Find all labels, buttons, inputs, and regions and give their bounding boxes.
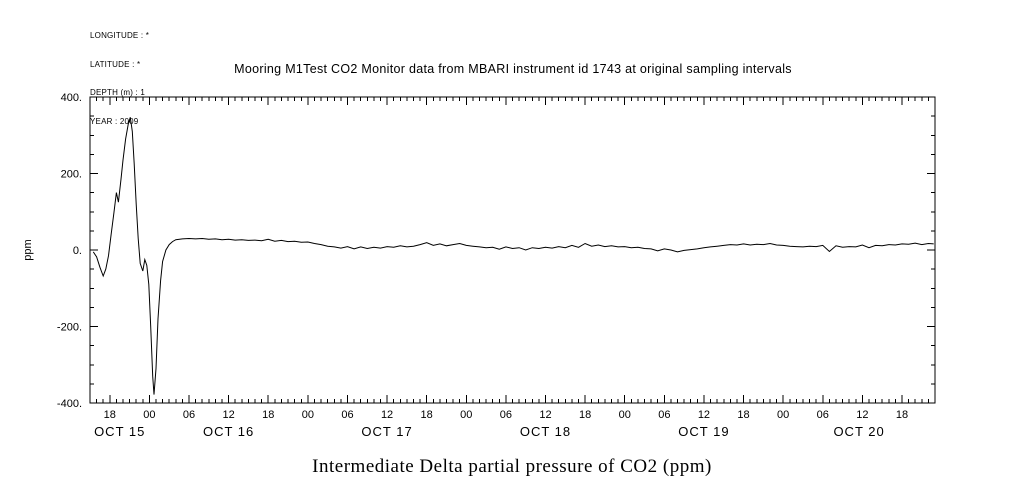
x-tick-label: 00: [619, 409, 631, 421]
metadata-latitude: LATITUDE : *: [90, 59, 141, 69]
x-tick-label: 06: [341, 409, 353, 421]
x-tick-label: 18: [896, 409, 908, 421]
data-line: [92, 117, 934, 395]
x-tick-label: 12: [856, 409, 868, 421]
x-tick-label: 18: [262, 409, 274, 421]
x-date-labels: OCT 15 OCT 16 OCT 17 OCT 18 OCT 19 OCT 20: [94, 424, 884, 439]
x-tick-labels: 18 00 06 12 18 00 06 12 18 00 06 12 18 00 06 12 18 00 06 12…: [104, 409, 908, 421]
x-date-label: OCT 16: [203, 424, 254, 439]
x-tick-label: 12: [698, 409, 710, 421]
x-date-label: OCT 20: [833, 424, 884, 439]
x-ticks: [89, 97, 936, 403]
x-tick-label: 06: [658, 409, 670, 421]
x-tick-label: 18: [579, 409, 591, 421]
x-date-label: OCT 18: [520, 424, 571, 439]
x-tick-label: 12: [381, 409, 393, 421]
y-tick-labels: -400. -200. 0. 200. 400.: [57, 92, 82, 410]
x-tick-label: 00: [143, 409, 155, 421]
x-tick-label: 12: [223, 409, 235, 421]
x-tick-label: 06: [183, 409, 195, 421]
x-tick-label: 00: [777, 409, 789, 421]
chart-caption: Intermediate Delta partial pressure of C…: [312, 456, 712, 477]
y-tick-label: 0.: [73, 245, 82, 257]
y-ticks: [90, 96, 935, 404]
x-tick-label: 18: [737, 409, 749, 421]
x-tick-label: 12: [539, 409, 551, 421]
x-tick-label: 18: [421, 409, 433, 421]
y-tick-label: -400.: [57, 398, 82, 410]
x-tick-label: 00: [460, 409, 472, 421]
metadata-longitude: LONGITUDE : *: [90, 31, 150, 40]
metadata-depth: DEPTH (m) : 1: [90, 88, 146, 97]
y-tick-label: 200.: [61, 169, 82, 181]
x-tick-label: 00: [302, 409, 314, 421]
x-date-label: OCT 19: [678, 424, 729, 439]
x-tick-label: 06: [817, 409, 829, 421]
x-tick-label: 18: [104, 409, 116, 421]
x-tick-label: 06: [500, 409, 512, 421]
x-date-label: OCT 15: [94, 424, 145, 439]
y-tick-label: -200.: [57, 322, 82, 334]
y-tick-label: 400.: [61, 92, 82, 104]
x-date-label: OCT 17: [361, 424, 412, 439]
plot-title: Mooring M1Test CO2 Monitor data from MBA…: [234, 62, 792, 76]
axis-box: [89, 96, 936, 404]
